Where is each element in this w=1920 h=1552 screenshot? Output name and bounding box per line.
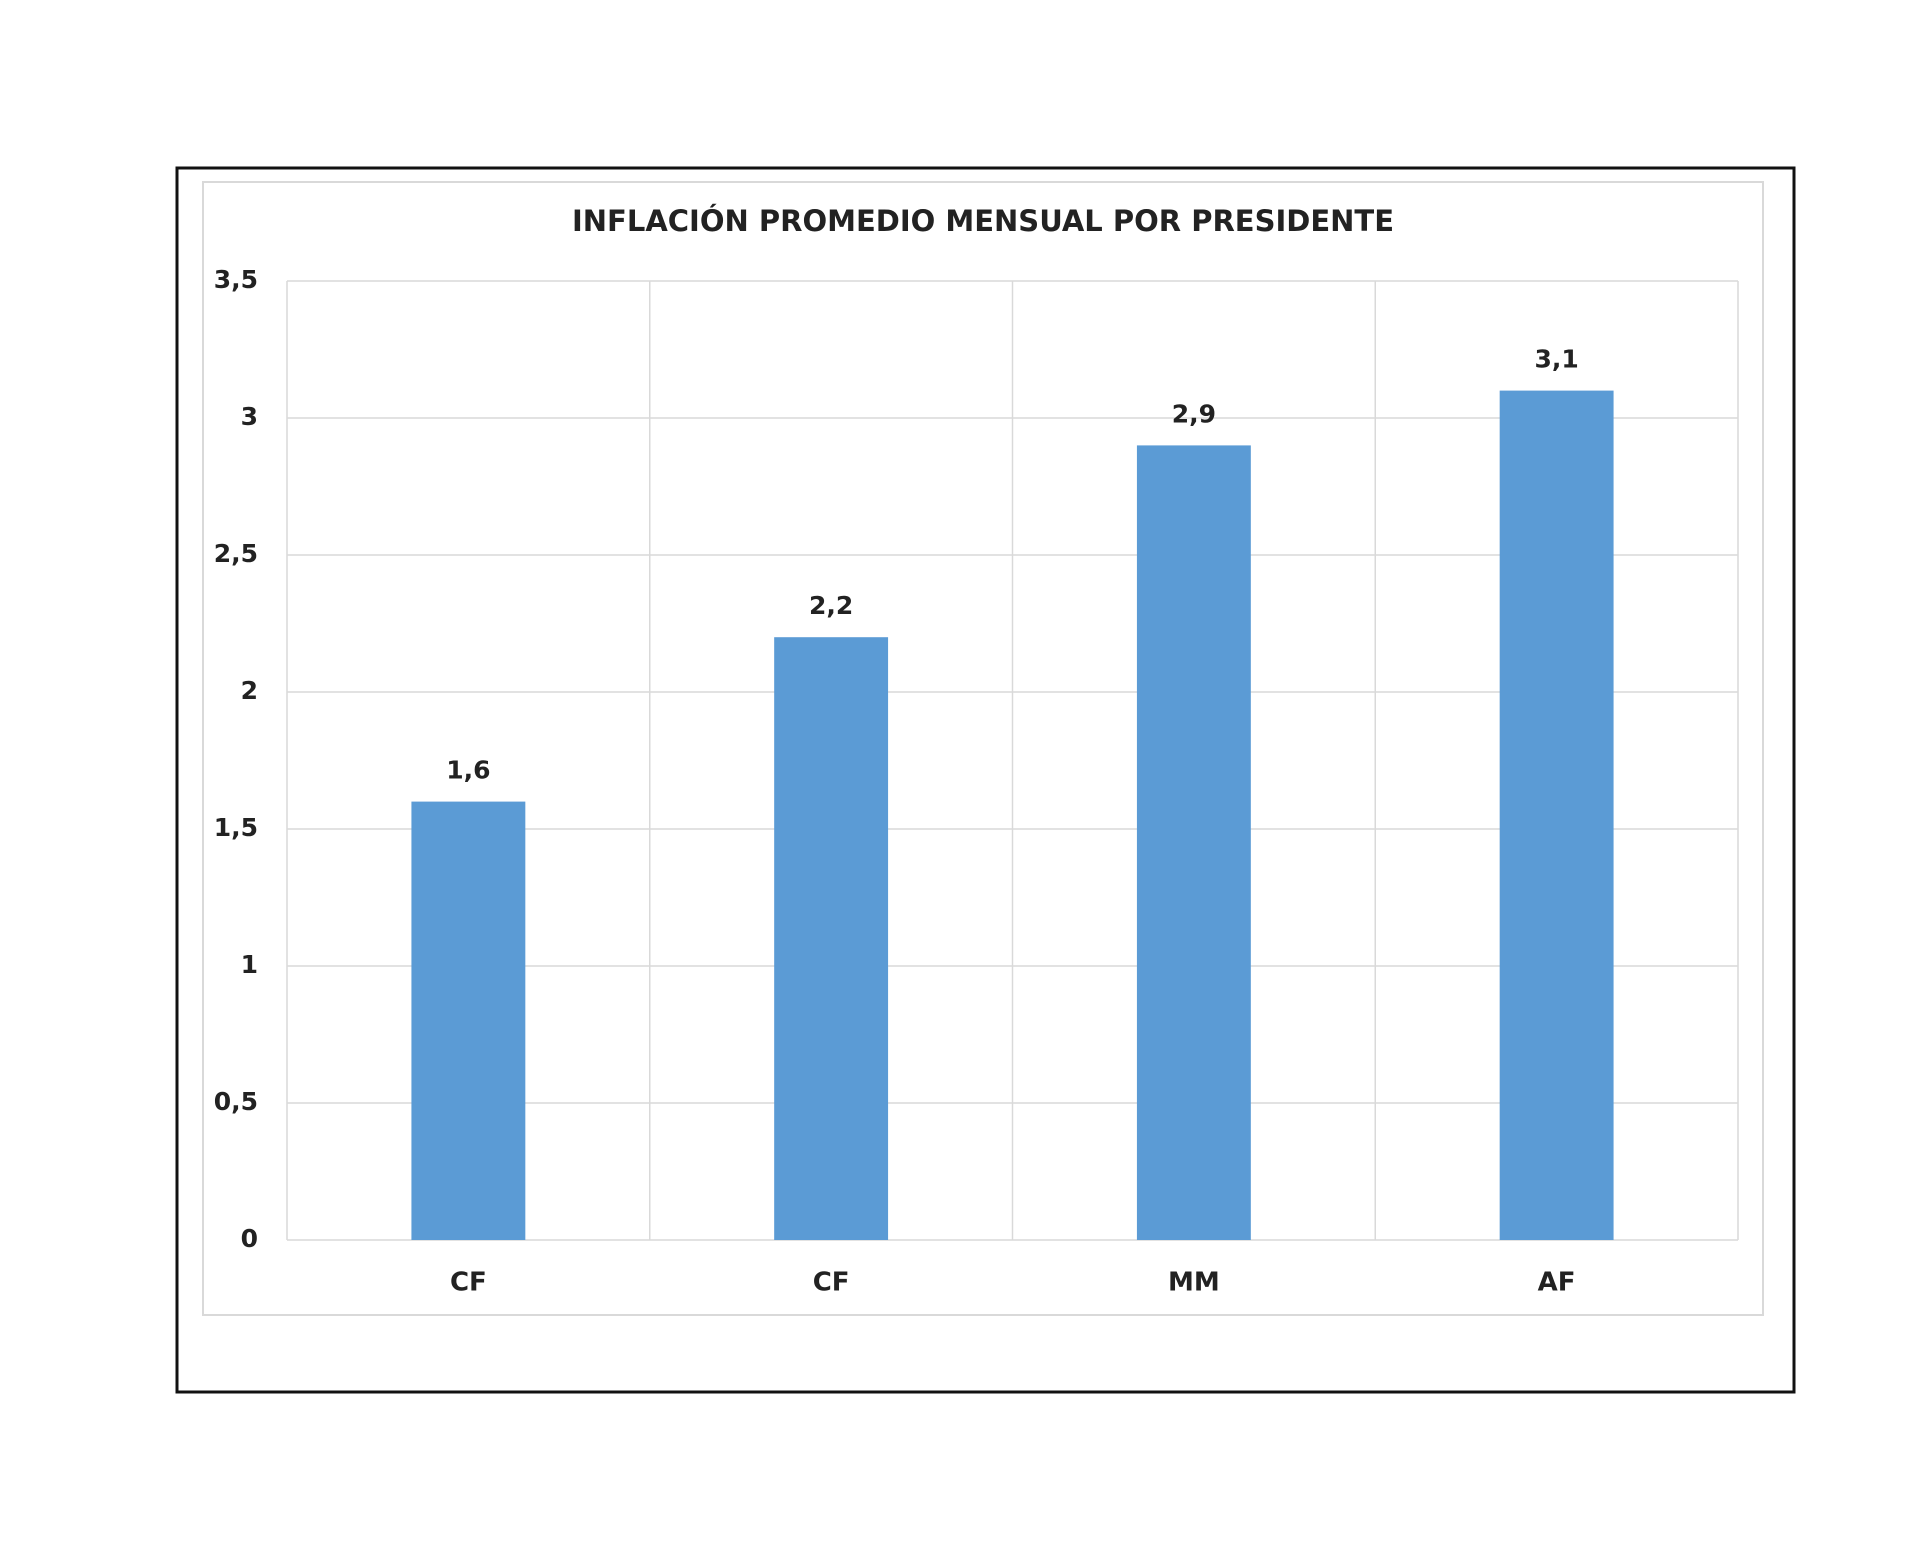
data-label: 2,9 xyxy=(1172,399,1216,428)
y-tick-label: 3,5 xyxy=(214,265,258,294)
y-tick-label: 1,5 xyxy=(214,813,258,842)
y-tick-label: 2 xyxy=(241,676,258,705)
y-tick-label: 3 xyxy=(241,402,258,431)
y-tick-label: 1 xyxy=(241,950,258,979)
data-label: 3,1 xyxy=(1534,345,1578,374)
y-tick-label: 2,5 xyxy=(214,539,258,568)
x-tick-label: CF xyxy=(450,1268,487,1298)
data-label: 2,2 xyxy=(809,591,853,620)
x-tick-label: CF xyxy=(813,1268,850,1298)
bar xyxy=(1136,445,1251,1240)
y-tick-label: 0 xyxy=(241,1224,258,1253)
bar xyxy=(774,637,889,1240)
chart-title: INFLACIÓN PROMEDIO MENSUAL POR PRESIDENT… xyxy=(572,204,1394,238)
bar xyxy=(1499,390,1614,1241)
x-tick-label: AF xyxy=(1538,1268,1576,1298)
data-label: 1,6 xyxy=(446,756,490,785)
x-tick-label: MM xyxy=(1168,1268,1220,1298)
y-tick-label: 0,5 xyxy=(214,1087,258,1116)
bar xyxy=(411,801,526,1240)
